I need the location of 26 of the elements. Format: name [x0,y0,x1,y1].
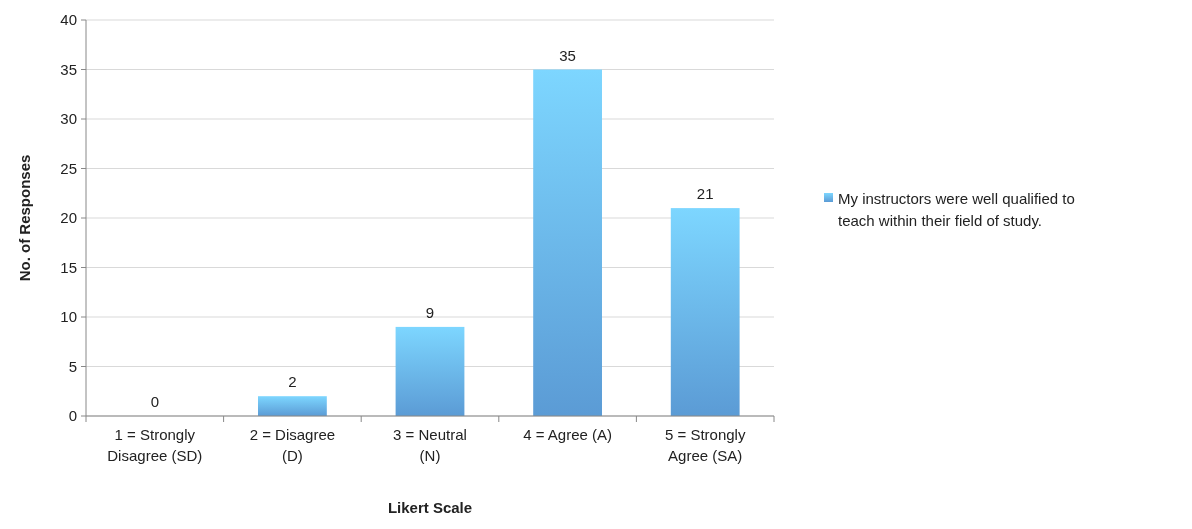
y-tick-label: 0 [68,407,77,425]
x-tick-label: 3 = Neutral (N) [393,426,467,464]
y-axis-title: No. of Responses [16,154,33,282]
x-axis-title: Likert Scale [387,499,473,516]
y-tick-label: 20 [60,209,77,227]
y-tick-label: 40 [60,11,77,29]
bar [533,69,602,416]
bar [670,208,740,416]
bar [258,396,327,416]
data-label: 21 [696,185,714,203]
data-label: 0 [150,393,159,410]
x-tick-label: 1 = Strongly Disagree (SD) [107,426,203,464]
y-tick-label: 30 [60,110,77,128]
x-tick-label: 4 = Agree (A) [523,426,613,443]
x-tick-label: 2 = Disagree (D) [249,426,336,464]
x-tick-label: 5 = Strongly Agree (SA) [664,426,746,464]
legend-label: My instructors were well qualified to teach within their field of study. [838,190,1075,229]
y-tick-label: 25 [60,159,77,177]
y-tick-label: 10 [60,308,77,326]
y-tick-label: 15 [60,258,77,276]
y-tick-label: 35 [60,60,77,78]
data-label: 9 [425,303,435,321]
data-label: 35 [559,46,576,64]
data-label: 2 [288,373,297,391]
bar [395,326,465,416]
y-tick-label: 5 [68,357,77,375]
